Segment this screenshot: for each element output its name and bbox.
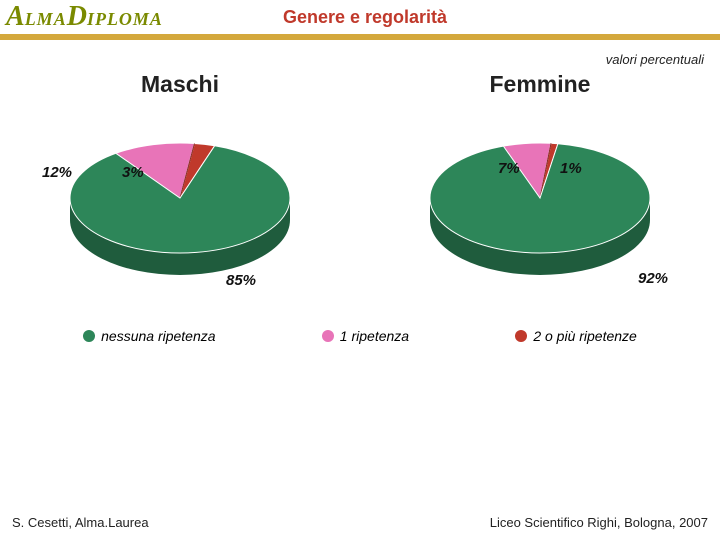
chart-title-right: Femmine — [490, 71, 591, 98]
chart-title-left: Maschi — [141, 71, 219, 98]
footer: S. Cesetti, Alma.Laurea Liceo Scientific… — [0, 515, 720, 530]
logo-a: A — [6, 1, 25, 32]
footer-left: S. Cesetti, Alma.Laurea — [12, 515, 149, 530]
legend-swatch — [83, 330, 95, 342]
chart-maschi: Maschi 12% 3% 85% — [20, 71, 340, 288]
logo-iploma: IPLOMA — [87, 9, 163, 29]
pct-label-92: 92% — [638, 270, 668, 287]
pct-label-3: 3% — [122, 164, 144, 181]
pct-label-85: 85% — [226, 272, 256, 289]
logo: ALMADIPLOMA — [6, 1, 163, 33]
pct-label-12: 12% — [42, 164, 72, 181]
footer-right: Liceo Scientifico Righi, Bologna, 2007 — [490, 515, 708, 530]
pct-label-7: 7% — [498, 160, 520, 177]
legend: nessuna ripetenza 1 ripetenza 2 o più ri… — [0, 328, 720, 344]
legend-label: 2 o più ripetenze — [533, 328, 637, 344]
legend-label: 1 ripetenza — [340, 328, 409, 344]
pct-label-1: 1% — [560, 160, 582, 177]
legend-item-1ripetenza: 1 ripetenza — [322, 328, 409, 344]
page-title: Genere e regolarità — [283, 7, 447, 28]
pie-wrap-left: 12% 3% 85% — [50, 108, 310, 288]
pie-chart-left — [50, 108, 310, 308]
pie-chart-right — [410, 108, 670, 308]
logo-lma: LMA — [25, 9, 67, 29]
header: ALMADIPLOMA Genere e regolarità — [0, 0, 720, 34]
chart-femmine: Femmine 7% 1% 92% — [380, 71, 700, 288]
legend-swatch — [515, 330, 527, 342]
logo-d: D — [67, 1, 87, 32]
pie-wrap-right: 7% 1% 92% — [410, 108, 670, 288]
charts-row: Maschi 12% 3% 85% Femmine 7% 1% 92% — [0, 71, 720, 288]
legend-label: nessuna ripetenza — [101, 328, 215, 344]
legend-item-nessuna: nessuna ripetenza — [83, 328, 215, 344]
subtitle: valori percentuali — [0, 40, 720, 67]
legend-swatch — [322, 330, 334, 342]
legend-item-2opiu: 2 o più ripetenze — [515, 328, 637, 344]
